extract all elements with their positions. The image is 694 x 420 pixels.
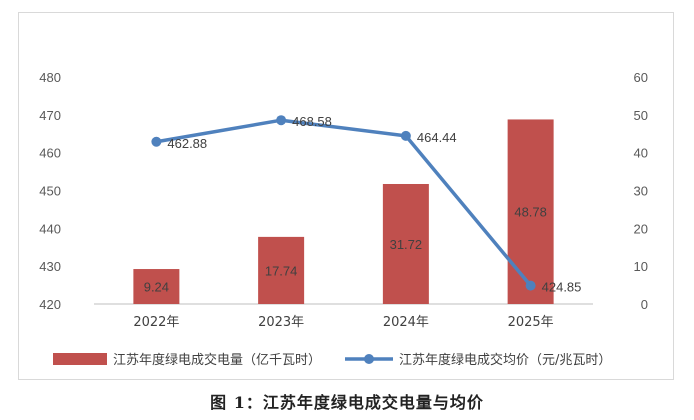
y-right-tick-label: 10 xyxy=(634,259,648,274)
y-right-tick-label: 50 xyxy=(634,108,648,123)
legend-bar-label: 江苏年度绿电成交电量（亿千瓦时） xyxy=(113,352,321,368)
y-left-tick-label: 420 xyxy=(39,297,61,312)
legend-line-marker xyxy=(364,354,374,364)
bar xyxy=(507,119,554,304)
x-tick-label: 2024年 xyxy=(383,315,429,330)
x-tick-label: 2022年 xyxy=(133,315,179,330)
line-data-label: 424.85 xyxy=(542,280,582,295)
legend-line-label: 江苏年度绿电成交均价（元/兆瓦时） xyxy=(399,352,611,368)
y-left-tick-label: 440 xyxy=(39,221,61,236)
y-right-tick-label: 60 xyxy=(634,70,648,85)
y-left-tick-label: 460 xyxy=(39,146,61,161)
y-right-tick-label: 20 xyxy=(634,221,648,236)
x-tick-label: 2025年 xyxy=(508,315,554,330)
y-right-tick-label: 0 xyxy=(641,297,648,312)
legend-bar-swatch xyxy=(53,353,107,365)
line-series xyxy=(156,118,532,287)
bar xyxy=(258,236,305,304)
y-left-tick-label: 480 xyxy=(39,70,61,85)
chart-svg: 420 430 440 450 460 470 480 0 10 20 30 40 50 60 2022年 2… xyxy=(39,70,648,368)
line-data-label: 462.88 xyxy=(167,136,207,151)
y-right-tick-label: 30 xyxy=(634,184,648,199)
line-point xyxy=(525,280,536,291)
y-left-tick-label: 470 xyxy=(39,108,61,123)
line-data-label: 468.58 xyxy=(292,114,332,129)
chart-frame: 420 430 440 450 460 470 480 0 10 20 30 40 50 60 2022年 2… xyxy=(18,12,674,380)
line-point xyxy=(151,136,162,147)
figure-caption: 图 1：江苏年度绿电成交电量与均价 xyxy=(210,393,484,412)
line-data-label: 464.44 xyxy=(417,130,457,145)
bar-data-label: 48.78 xyxy=(514,205,547,220)
bar-data-label: 31.72 xyxy=(390,237,423,252)
bar xyxy=(133,269,180,304)
line-point xyxy=(400,130,411,141)
y-left-tick-label: 430 xyxy=(39,259,61,274)
x-tick-label: 2023年 xyxy=(258,315,304,330)
bar xyxy=(382,183,429,304)
bar-data-label: 17.74 xyxy=(265,263,298,278)
y-right-tick-label: 40 xyxy=(634,146,648,161)
y-left-tick-label: 450 xyxy=(39,184,61,199)
line-point xyxy=(276,115,287,126)
bar-data-label: 9.24 xyxy=(144,280,169,295)
